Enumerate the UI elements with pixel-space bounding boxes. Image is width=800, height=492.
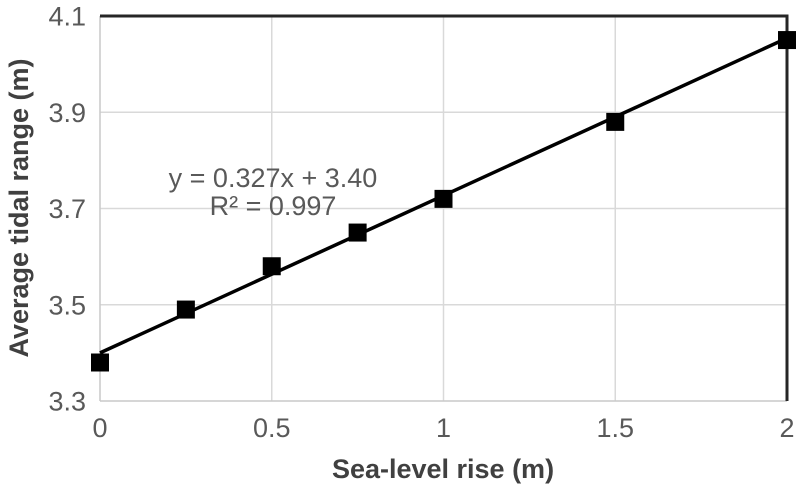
y-tick-label: 4.1 <box>48 2 86 32</box>
y-tick-label: 3.9 <box>48 98 86 128</box>
y-tick-label: 3.7 <box>48 194 86 224</box>
x-tick-label: 2 <box>779 413 794 443</box>
x-axis-title: Sea-level rise (m) <box>332 454 554 484</box>
x-tick-label: 1.5 <box>596 413 634 443</box>
x-tick-label: 0 <box>92 413 107 443</box>
y-tick-label: 3.5 <box>48 290 86 320</box>
data-point <box>778 31 796 50</box>
data-point <box>434 189 453 208</box>
y-tick-label: 3.3 <box>48 387 86 417</box>
x-tick-label: 0.5 <box>253 413 291 443</box>
gridlines-layer <box>100 16 787 401</box>
x-tick-label: 1 <box>436 413 451 443</box>
tick-labels-layer: 3.3 3.5 3.7 3.9 4.1 0 0.5 1 1.5 2 <box>48 2 794 444</box>
axes-layer <box>99 14 789 402</box>
data-point <box>91 353 109 372</box>
y-axis-title: Average tidal range (m) <box>4 58 34 357</box>
trendline-equation-label: y = 0.327x + 3.40 <box>169 163 378 193</box>
data-series-layer <box>91 31 796 372</box>
data-point <box>348 223 367 242</box>
data-point <box>176 300 195 319</box>
trendline-r-squared-label: R² = 0.997 <box>210 191 337 221</box>
data-point <box>606 112 625 131</box>
data-point <box>262 257 281 276</box>
